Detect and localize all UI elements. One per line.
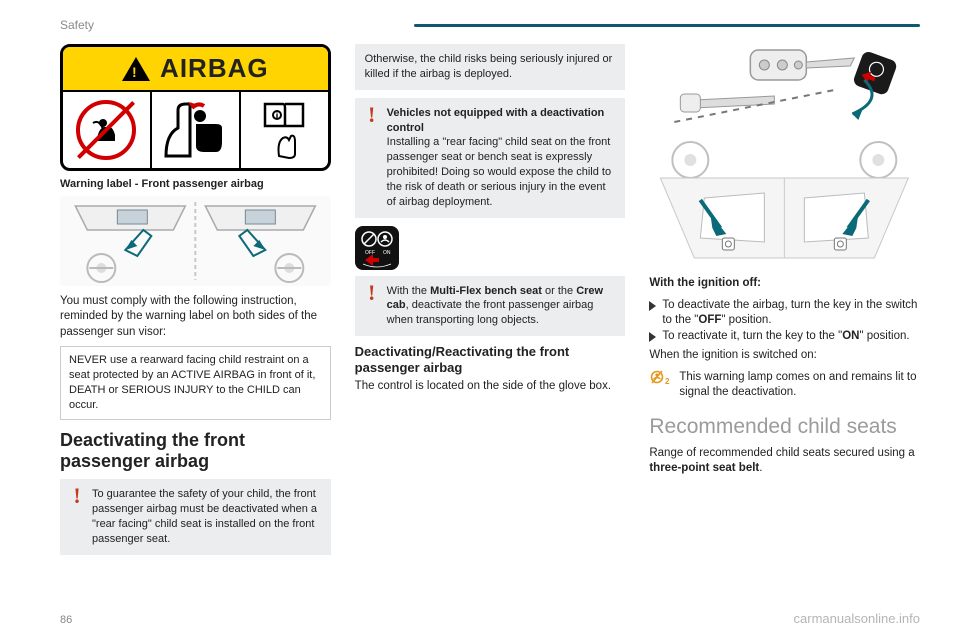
bullet-deactivate-text: To deactivate the airbag, turn the key i… bbox=[662, 298, 920, 329]
b1c: " position. bbox=[721, 314, 771, 326]
airbag-word: AIRBAG bbox=[160, 51, 269, 86]
mf-b: Multi-Flex bench seat bbox=[430, 285, 542, 297]
bullet-icon bbox=[649, 332, 656, 342]
read-manual-icon: i bbox=[259, 100, 309, 160]
header-rule bbox=[414, 24, 920, 27]
mf-c: or the bbox=[542, 285, 576, 297]
b2b: ON bbox=[842, 330, 859, 342]
callout-otherwise: Otherwise, the child risks being serious… bbox=[355, 44, 626, 90]
svg-text:i: i bbox=[276, 111, 279, 122]
airbag-warning-label: AIRBAG bbox=[60, 44, 331, 171]
range-text: Range of recommended child seats secured… bbox=[649, 446, 920, 477]
deactivating-heading: Deactivating the front passenger airbag bbox=[60, 430, 331, 471]
label-caption: Warning label - Front passenger airbag bbox=[60, 177, 331, 192]
page: Safety AIRBAG bbox=[0, 0, 960, 640]
callout-no-switch: ! Vehicles not equipped with a deactivat… bbox=[355, 98, 626, 218]
rb: three-point seat belt bbox=[649, 462, 759, 474]
airbag-manual-cell: i bbox=[241, 92, 328, 168]
b2a: To reactivate it, turn the key to the " bbox=[662, 330, 842, 342]
b1b: OFF bbox=[698, 314, 721, 326]
mf-e: , deactivate the front passenger airbag … bbox=[387, 299, 594, 326]
lamp-text: This warning lamp comes on and remains l… bbox=[679, 370, 920, 401]
airbag-prohibited-cell bbox=[63, 92, 152, 168]
bullet-deactivate: To deactivate the airbag, turn the key i… bbox=[649, 298, 920, 329]
control-location-text: The control is located on the side of th… bbox=[355, 379, 626, 395]
seat-switch-diagram bbox=[649, 138, 920, 268]
callout-multiflex: ! With the Multi-Flex bench seat or the … bbox=[355, 276, 626, 337]
on-label: ON bbox=[383, 250, 391, 256]
child-seat-danger-icon bbox=[160, 98, 230, 162]
bullet-reactivate: To reactivate it, turn the key to the "O… bbox=[649, 329, 920, 345]
airbag-switch-off-icon: OFF ON bbox=[355, 226, 399, 270]
section-title: Safety bbox=[60, 18, 94, 32]
callout-otherwise-text: Otherwise, the child risks being serious… bbox=[365, 53, 613, 80]
key-diagram bbox=[649, 44, 920, 134]
exclamation-icon: ! bbox=[363, 106, 381, 124]
never-warning-box: NEVER use a rearward facing child restra… bbox=[60, 346, 331, 419]
ra: Range of recommended child seats secured… bbox=[649, 447, 914, 459]
page-header: Safety bbox=[60, 18, 920, 32]
deact-react-heading: Deactivating/Reactivating the front pass… bbox=[355, 344, 626, 375]
callout-no-switch-body: Installing a "rear facing" child seat on… bbox=[387, 136, 611, 207]
airbag-label-bottom: i bbox=[63, 92, 328, 168]
callout-guarantee-text: To guarantee the safety of your child, t… bbox=[92, 488, 317, 545]
off-label: OFF bbox=[365, 250, 375, 256]
watermark: carmanualsonline.info bbox=[794, 611, 920, 626]
exclamation-icon: ! bbox=[68, 487, 86, 505]
column-3: With the ignition off: To deactivate the… bbox=[649, 44, 920, 563]
column-1: AIRBAG bbox=[60, 44, 331, 563]
b2c: " position. bbox=[859, 330, 909, 342]
visor-intro-text: You must comply with the following instr… bbox=[60, 294, 331, 341]
no-entry-circle-icon bbox=[76, 100, 136, 160]
rc: . bbox=[759, 462, 762, 474]
columns: AIRBAG bbox=[60, 44, 920, 563]
svg-text:2: 2 bbox=[665, 377, 670, 386]
warning-lamp-row: 2 This warning lamp comes on and remains… bbox=[649, 370, 920, 401]
sun-visor-diagram bbox=[60, 196, 331, 286]
mf-a: With the bbox=[387, 285, 430, 297]
exclamation-icon: ! bbox=[363, 284, 381, 302]
bullet-reactivate-text: To reactivate it, turn the key to the "O… bbox=[662, 329, 909, 345]
recommended-seats-heading: Recommended child seats bbox=[649, 415, 920, 438]
airbag-seat-cell bbox=[152, 92, 241, 168]
callout-guarantee-safety: ! To guarantee the safety of your child,… bbox=[60, 479, 331, 554]
page-number: 86 bbox=[60, 614, 72, 626]
ignition-off-lead: With the ignition off: bbox=[649, 276, 920, 292]
ignition-on-text: When the ignition is switched on: bbox=[649, 348, 920, 364]
warning-triangle-icon bbox=[122, 57, 150, 81]
bullet-icon bbox=[649, 301, 656, 311]
airbag-label-top: AIRBAG bbox=[63, 47, 328, 92]
callout-no-switch-lead: Vehicles not equipped with a deactivatio… bbox=[387, 107, 605, 134]
ignition-off-lead-text: With the ignition off: bbox=[649, 277, 761, 289]
rear-child-seat-icon bbox=[89, 113, 123, 147]
airbag-off-lamp-icon: 2 bbox=[649, 370, 671, 388]
column-2: Otherwise, the child risks being serious… bbox=[355, 44, 626, 563]
